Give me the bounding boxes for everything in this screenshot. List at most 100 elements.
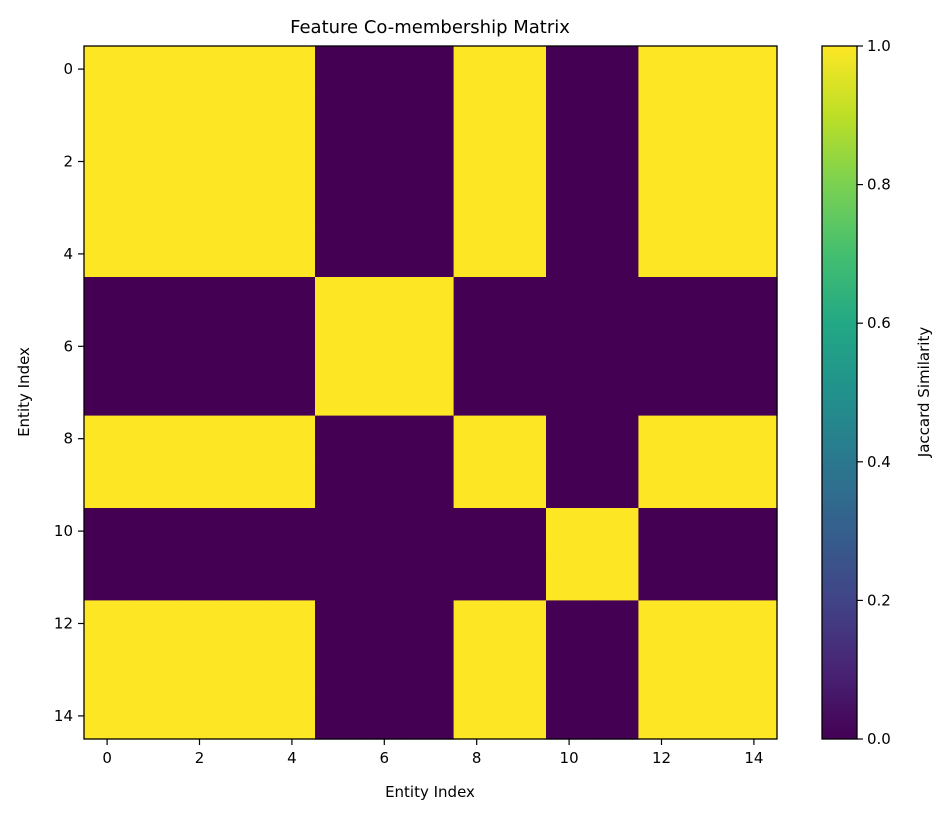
heatmap-cell [592,461,639,509]
heatmap-cell [684,138,732,186]
heatmap-cell [130,323,177,370]
heatmap-cell [730,138,778,186]
heatmap-cell [130,600,177,648]
heatmap-cell [453,184,501,232]
heatmap-cell [315,646,362,694]
heatmap-cell [84,323,131,370]
heatmap-cell [84,277,131,324]
heatmap-cell [592,46,639,93]
chart-title: Feature Co-membership Matrix [290,17,570,38]
heatmap-cell [407,646,455,694]
heatmap-cell [176,554,224,601]
heatmap-cell [592,277,639,324]
heatmap-cell [730,92,778,139]
colorbar-label: Jaccard Similarity [915,327,933,459]
heatmap-cell [638,461,686,509]
heatmap-cell [453,323,501,370]
heatmap-cell [222,415,270,463]
heatmap-cell [499,46,547,93]
heatmap-cell [268,138,316,186]
heatmap-cell [638,92,686,139]
heatmap-cell [730,600,778,648]
colorbar-tick-label: 0.6 [867,314,891,332]
heatmap-cell [453,461,501,509]
heatmap-cell [638,369,686,417]
heatmap-cell [268,277,316,324]
heatmap-cell [222,646,270,694]
heatmap-cell [176,230,224,278]
heatmap-cell [453,230,501,278]
heatmap-cell [268,46,316,93]
heatmap-cell [499,646,547,694]
heatmap-cell [268,184,316,232]
plot-frame [83,45,778,740]
heatmap-cell [84,92,131,139]
heatmap-cell [638,415,686,463]
heatmap-cell [361,646,408,694]
heatmap-cell [546,323,593,370]
heatmap-cell [684,554,732,601]
colorbar-tick-label: 0.8 [867,176,891,194]
y-tick-label: 2 [63,153,73,171]
heatmap-cell [361,323,408,370]
heatmap-cell [499,369,547,417]
heatmap-cell [176,46,224,93]
heatmap-cell [592,600,639,648]
heatmap-cell [499,230,547,278]
heatmap-cell [730,230,778,278]
y-axis-label: Entity Index [15,347,33,437]
heatmap-cell [361,600,408,648]
heatmap-cell [592,138,639,186]
heatmap-cell [222,461,270,509]
heatmap-cell [361,46,408,93]
heatmap-cell [730,461,778,509]
heatmap-cell [638,184,686,232]
heatmap-cell [684,184,732,232]
heatmap-cell [592,92,639,139]
heatmap-cell [453,508,501,555]
heatmap-cell [84,184,131,232]
heatmap-cell [361,692,408,740]
heatmap-cell [84,554,131,601]
x-tick-label: 10 [560,749,579,767]
heatmap-cell [130,415,177,463]
heatmap-cell [638,554,686,601]
heatmap-cell [499,600,547,648]
heatmap-cell [453,46,501,93]
heatmap-cell [268,369,316,417]
heatmap-cell [130,646,177,694]
heatmap-cell [407,230,455,278]
heatmap-cell [407,369,455,417]
heatmap-cell [268,461,316,509]
heatmap-cell [84,508,131,555]
heatmap-cell [499,92,547,139]
heatmap-cell [176,461,224,509]
heatmap-cell [730,369,778,417]
heatmap-cell [407,600,455,648]
heatmap-cell [176,369,224,417]
heatmap-cell [730,692,778,740]
heatmap-cell [407,277,455,324]
x-tick-label: 14 [744,749,763,767]
x-tick-label: 4 [287,749,297,767]
heatmap-cell [546,554,593,601]
heatmap-cell [268,600,316,648]
heatmap-cell [730,323,778,370]
heatmap-cell [638,46,686,93]
heatmap-cell [453,692,501,740]
heatmap-cell [592,646,639,694]
heatmap-cell [315,184,362,232]
heatmap-cell [730,554,778,601]
heatmap-cell [222,92,270,139]
heatmap-cell [407,138,455,186]
heatmap-cell [130,230,177,278]
heatmap-cell [453,415,501,463]
heatmap-cell [176,600,224,648]
heatmap-cell [84,646,131,694]
heatmap-cell [407,415,455,463]
heatmap-cell [268,230,316,278]
heatmap-cell [407,323,455,370]
heatmap-cell [361,369,408,417]
heatmap-cell [407,46,455,93]
